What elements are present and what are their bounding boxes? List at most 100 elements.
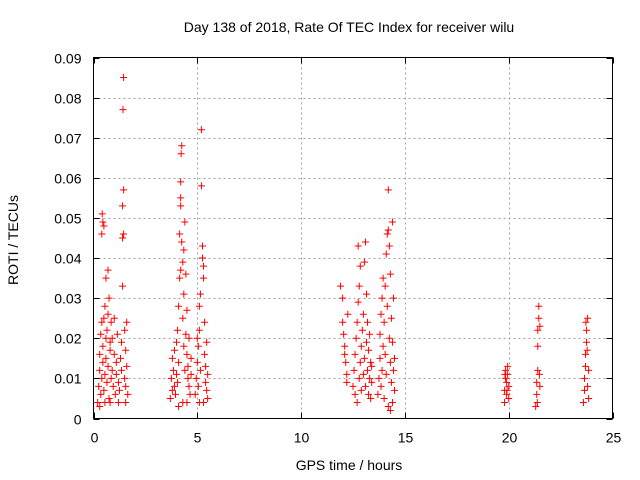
grid-layer <box>93 57 613 419</box>
data-point <box>182 270 190 278</box>
data-point <box>101 370 109 378</box>
data-point <box>118 338 126 346</box>
data-point <box>583 338 591 346</box>
data-point <box>505 382 513 390</box>
data-point <box>169 366 177 374</box>
data-point <box>360 258 368 266</box>
data-point <box>113 330 121 338</box>
data-point <box>353 318 361 326</box>
data-point <box>535 302 543 310</box>
data-point <box>357 386 365 394</box>
data-point <box>361 238 369 246</box>
data-point <box>119 106 127 114</box>
data-point <box>123 318 131 326</box>
data-point <box>187 370 195 378</box>
data-point <box>99 218 107 226</box>
data-point <box>173 370 181 378</box>
data-point <box>504 362 512 370</box>
data-point <box>204 370 212 378</box>
data-point <box>198 242 206 250</box>
data-point <box>352 334 360 342</box>
data-point <box>380 394 388 402</box>
data-point <box>193 358 201 366</box>
data-point <box>196 366 204 374</box>
data-point <box>532 402 540 410</box>
data-point <box>204 394 212 402</box>
data-point <box>195 326 203 334</box>
data-point <box>353 398 361 406</box>
data-point <box>200 398 208 406</box>
data-point <box>104 310 112 318</box>
data-point <box>118 366 126 374</box>
data-point <box>350 366 358 374</box>
data-point <box>97 390 105 398</box>
data-point <box>366 374 374 382</box>
data-point <box>96 350 104 358</box>
data-point <box>178 142 186 150</box>
data-point <box>533 398 541 406</box>
data-point <box>187 354 195 362</box>
data-point <box>110 350 118 358</box>
x-tick-label: 25 <box>606 430 622 446</box>
data-point <box>174 326 182 334</box>
data-point <box>533 378 541 386</box>
data-point <box>177 202 185 210</box>
data-point <box>384 402 392 410</box>
data-point <box>203 386 211 394</box>
data-point <box>102 334 110 342</box>
x-tick-label: 0 <box>91 430 99 446</box>
data-point <box>341 350 349 358</box>
data-point <box>391 386 399 394</box>
data-point <box>183 398 191 406</box>
data-point <box>355 282 363 290</box>
data-point <box>123 362 131 370</box>
data-point <box>181 218 189 226</box>
data-point <box>388 398 396 406</box>
data-point <box>114 398 122 406</box>
data-point <box>173 338 181 346</box>
data-point <box>384 186 392 194</box>
data-point <box>191 390 199 398</box>
data-point <box>368 378 376 386</box>
data-point <box>365 390 373 398</box>
chart-title: Day 138 of 2018, Rate Of TEC Index for r… <box>184 19 514 35</box>
data-point <box>340 330 348 338</box>
data-point <box>367 394 375 402</box>
data-point <box>180 290 188 298</box>
data-point <box>376 354 384 362</box>
data-point <box>180 342 188 350</box>
data-point <box>119 234 127 242</box>
data-point <box>203 338 211 346</box>
data-point <box>174 378 182 386</box>
data-point <box>379 274 387 282</box>
data-point <box>105 294 113 302</box>
data-point <box>356 262 364 270</box>
data-point <box>384 226 392 234</box>
data-point <box>168 386 176 394</box>
data-point <box>122 398 130 406</box>
data-point <box>580 374 588 382</box>
data-point <box>391 354 399 362</box>
y-tick-label: 0.05 <box>54 211 81 227</box>
data-point <box>182 330 190 338</box>
data-point <box>167 374 175 382</box>
data-point <box>344 310 352 318</box>
data-point <box>502 366 510 374</box>
data-point <box>94 398 102 406</box>
data-point <box>389 366 397 374</box>
data-point <box>377 310 385 318</box>
data-point <box>122 346 130 354</box>
data-point <box>535 314 543 322</box>
data-point <box>388 338 396 346</box>
data-point <box>181 366 189 374</box>
data-point <box>585 394 593 402</box>
data-point <box>107 318 115 326</box>
data-point <box>366 330 374 338</box>
data-point <box>380 318 388 326</box>
data-point <box>386 406 394 414</box>
data-point <box>382 250 390 258</box>
data-point <box>175 358 183 366</box>
data-point <box>192 374 200 382</box>
data-point <box>119 282 127 290</box>
data-point <box>106 398 114 406</box>
